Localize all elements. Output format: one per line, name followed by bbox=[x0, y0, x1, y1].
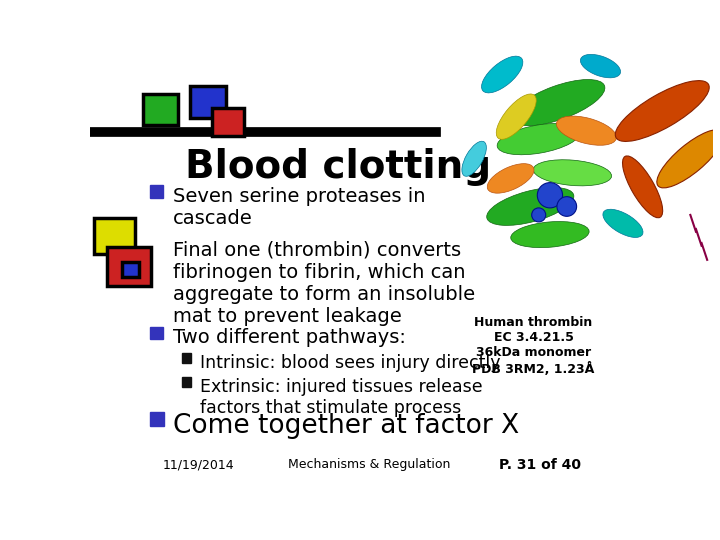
Bar bbox=[182, 353, 191, 362]
Bar bbox=[212, 108, 244, 136]
Ellipse shape bbox=[657, 130, 720, 188]
Ellipse shape bbox=[534, 160, 611, 186]
Bar bbox=[143, 94, 178, 125]
Ellipse shape bbox=[616, 80, 709, 141]
Ellipse shape bbox=[487, 164, 534, 193]
Ellipse shape bbox=[580, 55, 621, 78]
Bar bbox=[122, 262, 139, 277]
Bar bbox=[94, 218, 135, 254]
Text: Come together at factor X: Come together at factor X bbox=[173, 413, 519, 439]
Text: Blood clotting: Blood clotting bbox=[185, 148, 491, 186]
Bar bbox=[190, 86, 225, 118]
Ellipse shape bbox=[487, 187, 574, 225]
Bar bbox=[150, 185, 163, 198]
Ellipse shape bbox=[496, 94, 536, 139]
Ellipse shape bbox=[462, 141, 486, 176]
Text: 11/19/2014: 11/19/2014 bbox=[163, 458, 234, 471]
Ellipse shape bbox=[510, 221, 589, 248]
Text: Human thrombin
EC 3.4.21.5
36kDa monomer
PDB 3RM2, 1.23Å: Human thrombin EC 3.4.21.5 36kDa monomer… bbox=[472, 316, 595, 375]
Ellipse shape bbox=[512, 79, 605, 126]
Text: Seven serine proteases in
cascade: Seven serine proteases in cascade bbox=[173, 187, 425, 228]
Text: Two different pathways:: Two different pathways: bbox=[173, 328, 405, 347]
Circle shape bbox=[537, 183, 562, 208]
Circle shape bbox=[557, 197, 577, 217]
Text: Extrinsic: injured tissues release
factors that stimulate process: Extrinsic: injured tissues release facto… bbox=[200, 379, 483, 417]
Ellipse shape bbox=[497, 124, 580, 155]
Ellipse shape bbox=[557, 116, 616, 145]
Bar bbox=[107, 246, 151, 286]
Bar bbox=[150, 327, 163, 339]
Ellipse shape bbox=[623, 156, 662, 218]
Ellipse shape bbox=[482, 56, 523, 93]
Circle shape bbox=[531, 208, 546, 222]
Bar bbox=[182, 377, 191, 387]
Text: Final one (thrombin) converts
fibrinogen to fibrin, which can
aggregate to form : Final one (thrombin) converts fibrinogen… bbox=[173, 241, 474, 326]
Ellipse shape bbox=[603, 210, 643, 238]
Text: Intrinsic: blood sees injury directly: Intrinsic: blood sees injury directly bbox=[200, 354, 501, 372]
Text: Mechanisms & Regulation: Mechanisms & Regulation bbox=[288, 458, 450, 471]
Text: P. 31 of 40: P. 31 of 40 bbox=[499, 458, 581, 472]
Bar bbox=[150, 412, 163, 426]
